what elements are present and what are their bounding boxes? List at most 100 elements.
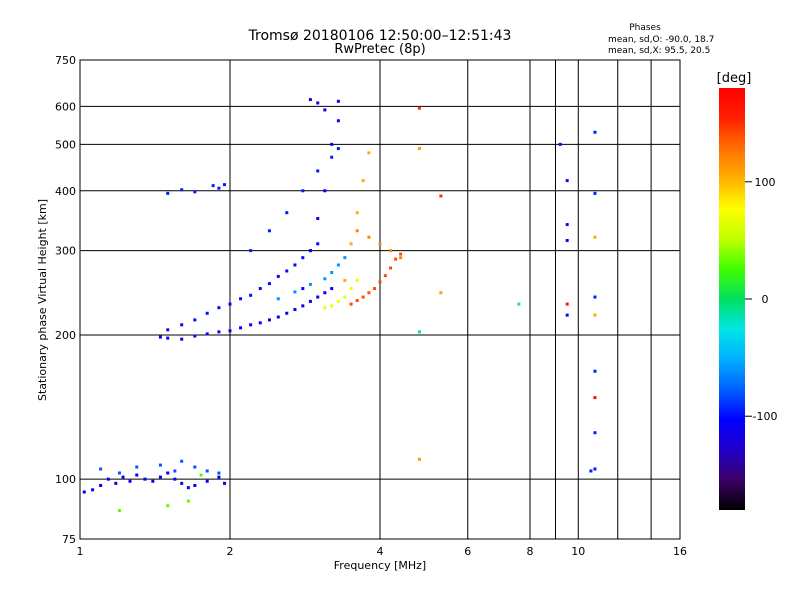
colorbar-ticks: 100 0 -100 xyxy=(745,176,777,423)
x-tick-label: 4 xyxy=(377,545,384,558)
data-point xyxy=(223,481,227,485)
data-point xyxy=(417,147,421,151)
data-point xyxy=(399,256,403,260)
data-point xyxy=(285,211,289,215)
data-point xyxy=(316,217,320,221)
y-axis-label: Stationary phase Virtual Height [km] xyxy=(36,199,49,401)
data-point xyxy=(228,329,232,333)
data-points xyxy=(82,98,597,513)
data-point xyxy=(249,249,253,253)
data-point xyxy=(565,223,569,227)
data-point xyxy=(593,295,597,299)
data-point xyxy=(308,282,312,286)
y-tick-label: 750 xyxy=(55,54,76,67)
data-point xyxy=(349,302,353,306)
data-point xyxy=(223,183,227,187)
data-point xyxy=(367,235,371,239)
data-point xyxy=(330,142,334,146)
data-point xyxy=(82,490,86,494)
y-tick-label: 100 xyxy=(55,473,76,486)
colorbar-tick-label: 0 xyxy=(762,293,769,306)
data-point xyxy=(180,188,184,192)
data-point xyxy=(378,242,382,246)
data-point xyxy=(186,486,190,490)
data-point xyxy=(258,287,262,291)
data-point xyxy=(323,291,327,295)
stats-o-line: mean, sd,O: -90.0, 18.7 xyxy=(608,35,714,45)
data-point xyxy=(343,278,347,282)
data-point xyxy=(193,318,197,322)
data-point xyxy=(117,509,121,513)
data-point xyxy=(166,191,170,195)
data-point xyxy=(394,257,398,261)
y-tick-label: 200 xyxy=(55,329,76,342)
data-point xyxy=(378,280,382,284)
data-point xyxy=(293,263,297,267)
data-point xyxy=(349,242,353,246)
data-point xyxy=(193,334,197,338)
data-point xyxy=(517,302,521,306)
data-point xyxy=(323,277,327,281)
data-point xyxy=(593,467,597,471)
data-point xyxy=(565,179,569,183)
data-point xyxy=(249,323,253,327)
y-tick-label: 300 xyxy=(55,245,76,258)
x-tick-label: 16 xyxy=(673,545,687,558)
data-point xyxy=(186,499,190,503)
data-point xyxy=(593,369,597,373)
x-tick-label: 8 xyxy=(527,545,534,558)
colorbar-tick-label: 100 xyxy=(755,176,776,189)
data-point xyxy=(383,274,387,278)
data-point xyxy=(565,238,569,242)
data-point xyxy=(316,169,320,173)
data-point xyxy=(128,479,132,483)
x-tick-label: 10 xyxy=(571,545,585,558)
data-point xyxy=(293,308,297,312)
data-point xyxy=(106,477,110,481)
data-point xyxy=(323,189,327,193)
data-point xyxy=(180,459,184,463)
data-point xyxy=(180,481,184,485)
data-point xyxy=(399,252,403,256)
data-point xyxy=(316,101,320,105)
data-point xyxy=(330,304,334,308)
data-point xyxy=(355,211,359,215)
data-point xyxy=(267,229,271,233)
data-point xyxy=(361,295,365,299)
data-point xyxy=(158,475,162,479)
data-point xyxy=(361,179,365,183)
data-point xyxy=(593,313,597,317)
data-point xyxy=(217,306,221,310)
data-point xyxy=(217,330,221,334)
data-point xyxy=(258,321,262,325)
data-point xyxy=(135,473,139,477)
data-point xyxy=(323,306,327,310)
data-point xyxy=(143,477,147,481)
data-point xyxy=(239,297,243,301)
data-point xyxy=(558,142,562,146)
data-point xyxy=(439,291,443,295)
colorbar-tick-label: -100 xyxy=(753,410,778,423)
data-point xyxy=(285,269,289,273)
x-tick-label: 2 xyxy=(227,545,234,558)
data-point xyxy=(166,471,170,475)
data-point xyxy=(217,471,221,475)
data-point xyxy=(193,190,197,194)
data-point xyxy=(205,469,209,473)
data-point xyxy=(330,271,334,275)
data-point xyxy=(205,311,209,315)
grid-lines xyxy=(80,60,680,539)
stats-x-line: mean, sd,X: 95.5, 20.5 xyxy=(608,46,710,56)
data-point xyxy=(114,481,118,485)
data-point xyxy=(91,488,95,492)
data-point xyxy=(158,463,162,467)
data-point xyxy=(349,287,353,291)
y-tick-label: 400 xyxy=(55,185,76,198)
data-point xyxy=(330,155,334,159)
data-point xyxy=(308,98,312,102)
data-point xyxy=(593,191,597,195)
data-point xyxy=(389,266,393,270)
data-point xyxy=(323,108,327,112)
data-point xyxy=(343,295,347,299)
data-point xyxy=(308,249,312,253)
